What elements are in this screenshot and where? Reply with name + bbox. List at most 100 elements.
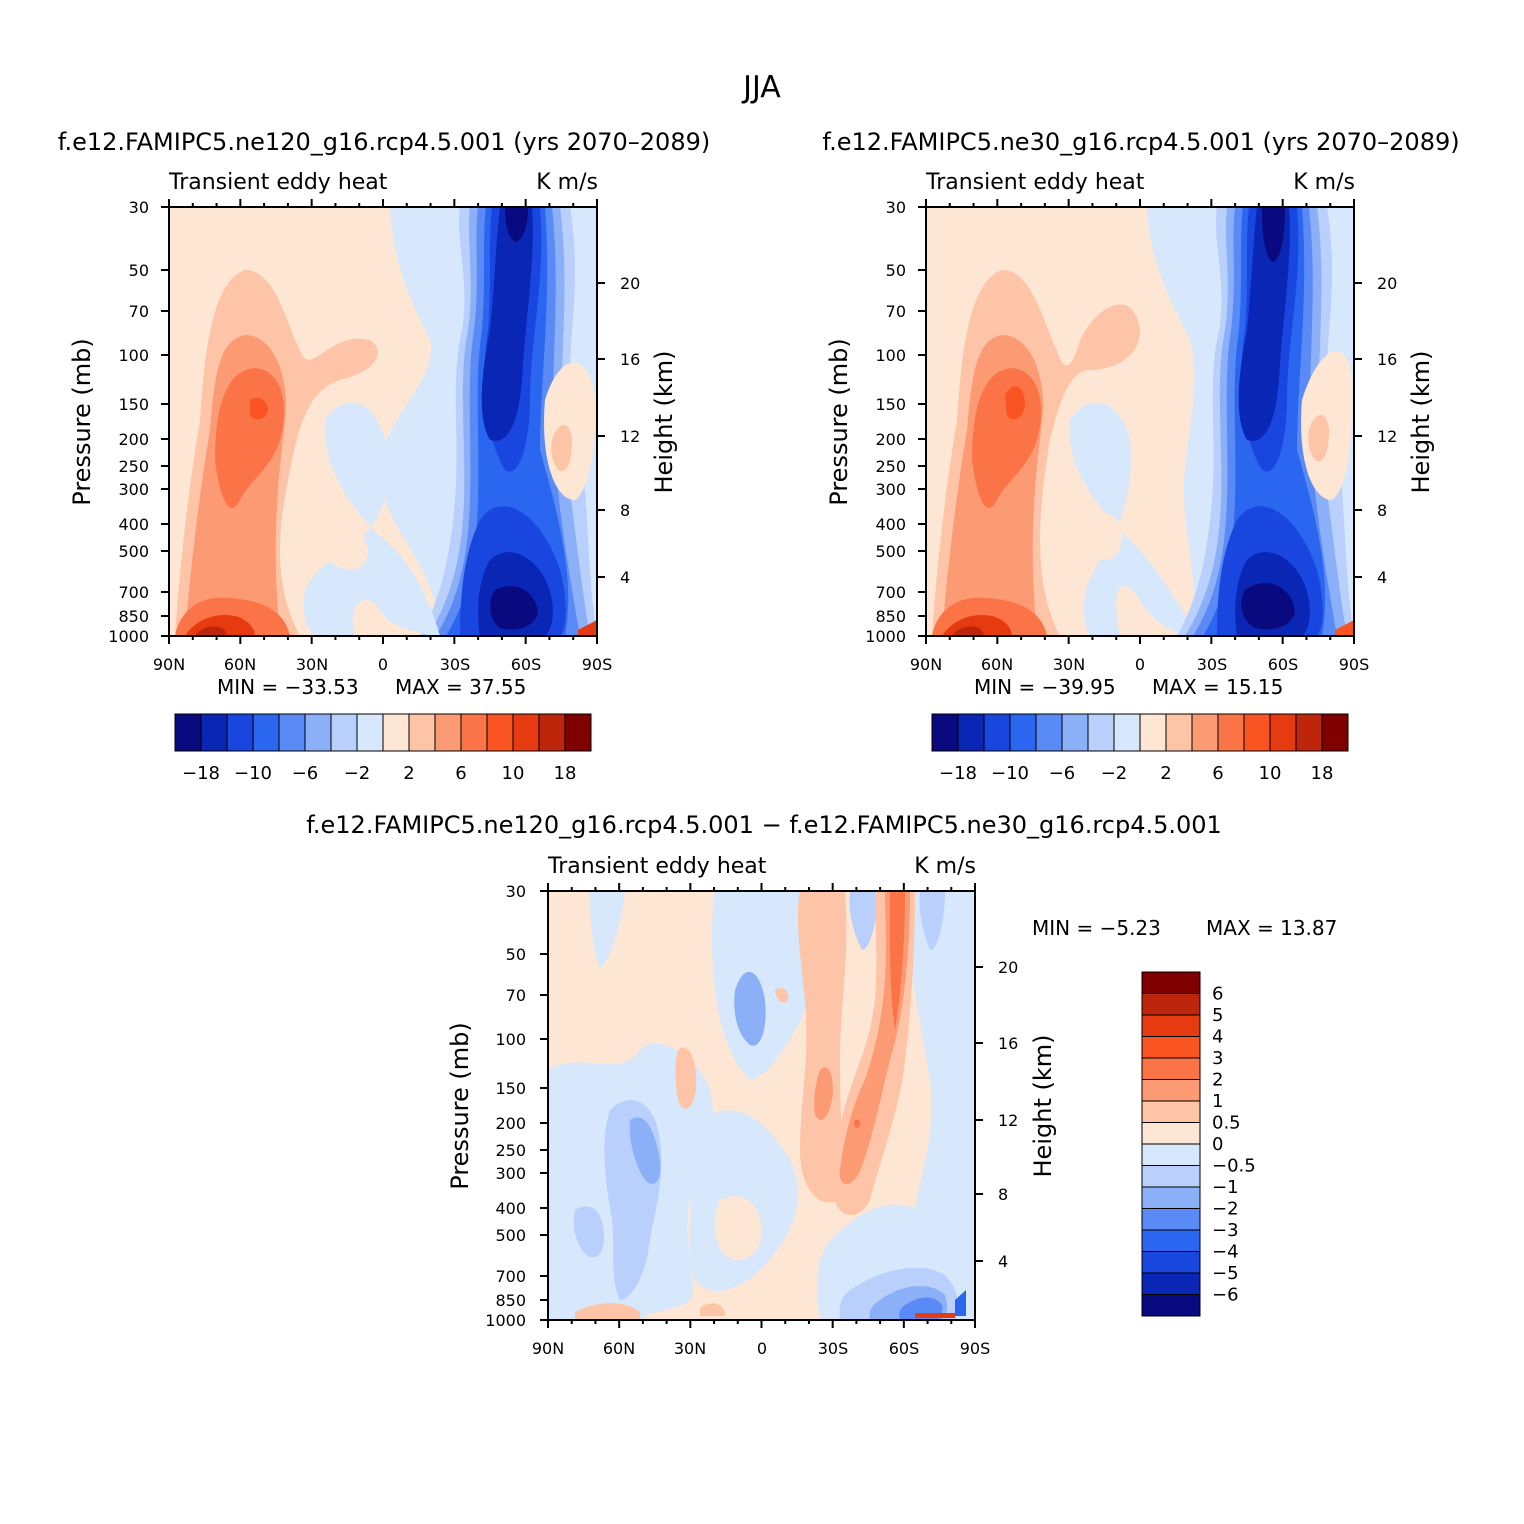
colorbar-swatch — [957, 713, 985, 752]
x-tick-label: 0 — [1135, 655, 1145, 674]
colorbar-label: 1 — [1212, 1091, 1223, 1112]
colorbar: −18 −10 −6 −2 2 6 10 18 — [174, 713, 592, 784]
x-tick-label: 60N — [981, 655, 1013, 674]
y-tick-label: 400 — [875, 515, 906, 534]
y-tick-label: 50 — [886, 261, 906, 280]
y-tick-label: 700 — [875, 583, 906, 602]
colorbar-swatch — [1321, 713, 1349, 752]
panel-left-label: Transient eddy heat — [547, 854, 767, 879]
colorbar-swatch — [1295, 713, 1323, 752]
y2-tick-label: 4 — [998, 1252, 1008, 1271]
colorbar-swatch — [1141, 1079, 1201, 1102]
y-tick-label: 400 — [495, 1199, 526, 1218]
colorbar-swatch — [564, 713, 592, 752]
colorbar-swatch — [1165, 713, 1193, 752]
y-tick-label: 300 — [118, 480, 149, 499]
axis-ticks — [540, 883, 983, 1328]
y-tick-label: 850 — [875, 607, 906, 626]
max-label: MAX = 15.15 — [1152, 675, 1283, 699]
panel-difference: f.e12.FAMIPC5.ne120_g16.rcp4.5.001 − f.e… — [306, 811, 1337, 1358]
x-tick-label: 60N — [603, 1339, 635, 1358]
colorbar-label: 10 — [502, 763, 525, 784]
y-tick-label: 1000 — [865, 627, 906, 646]
y2-axis-title: Height (km) — [1029, 1035, 1057, 1178]
y-tick-label: 300 — [875, 480, 906, 499]
y2-tick-label: 20 — [998, 958, 1018, 977]
colorbar-label: −2 — [1212, 1199, 1239, 1220]
y2-tick-label: 20 — [620, 274, 640, 293]
panel-ne30: f.e12.FAMIPC5.ne30_g16.rcp4.5.001 (yrs 2… — [822, 128, 1459, 784]
y-tick-label: 50 — [129, 261, 149, 280]
colorbar-swatch — [1217, 713, 1245, 752]
colorbar-label: 6 — [1212, 984, 1223, 1005]
colorbar-label: 6 — [455, 763, 466, 784]
panel-title: f.e12.FAMIPC5.ne30_g16.rcp4.5.001 (yrs 2… — [822, 128, 1459, 156]
colorbar-label: 10 — [1259, 763, 1282, 784]
colorbar-swatch — [1269, 713, 1297, 752]
y-tick-label: 70 — [129, 302, 149, 321]
colorbar-swatch — [226, 713, 254, 752]
colorbar-swatch — [1009, 713, 1037, 752]
y-tick-label: 500 — [875, 542, 906, 561]
x-tick-label: 30S — [818, 1339, 849, 1358]
colorbar-label: −10 — [234, 763, 272, 784]
y-tick-label: 150 — [495, 1079, 526, 1098]
y-axis-title: Pressure (mb) — [825, 338, 853, 505]
x-tick-label: 60S — [889, 1339, 920, 1358]
panel-title: f.e12.FAMIPC5.ne120_g16.rcp4.5.001 − f.e… — [306, 811, 1222, 839]
y-axis-title: Pressure (mb) — [446, 1022, 474, 1189]
colorbar-swatch — [983, 713, 1011, 752]
y-axis-labels: 30 50 70 100 150 200 250 300 400 500 700… — [485, 882, 526, 1330]
y2-tick-label: 4 — [620, 568, 630, 587]
y-tick-label: 1000 — [108, 627, 149, 646]
x-tick-label: 90N — [910, 655, 942, 674]
colorbar-label: 0.5 — [1212, 1113, 1241, 1134]
y-tick-label: 250 — [495, 1141, 526, 1160]
colorbar-swatch — [408, 713, 436, 752]
axis-ticks — [918, 199, 1362, 644]
colorbar-label: 5 — [1212, 1005, 1223, 1026]
colorbar-swatch — [278, 713, 306, 752]
x-tick-label: 30S — [440, 655, 471, 674]
y2-tick-label: 8 — [1377, 501, 1387, 520]
colorbar-label: −2 — [1101, 763, 1128, 784]
colorbar-swatch — [1191, 713, 1219, 752]
x-tick-label: 0 — [378, 655, 388, 674]
y-tick-label: 150 — [118, 395, 149, 414]
colorbar-label: 2 — [1212, 1070, 1223, 1091]
y2-tick-label: 12 — [620, 427, 640, 446]
y-tick-label: 30 — [886, 198, 906, 217]
colorbar-swatch — [1243, 713, 1271, 752]
panel-left-label: Transient eddy heat — [925, 170, 1145, 195]
colorbar-swatch — [1141, 1208, 1201, 1231]
colorbar-swatch — [1141, 1100, 1201, 1123]
y2-axis-labels: 20 16 12 8 4 — [620, 274, 640, 587]
colorbar-label: 2 — [403, 763, 414, 784]
x-axis-labels: 90N 60N 30N 0 30S 60S 90S — [910, 655, 1369, 674]
colorbar-swatch — [486, 713, 514, 752]
y2-tick-label: 12 — [1377, 427, 1397, 446]
colorbar-swatch — [1141, 1251, 1201, 1274]
y-tick-label: 700 — [118, 583, 149, 602]
colorbar-swatch — [1141, 1165, 1201, 1188]
colorbar-label: −6 — [1212, 1285, 1239, 1306]
y-tick-label: 100 — [495, 1030, 526, 1049]
x-tick-label: 90N — [153, 655, 185, 674]
panel-title: f.e12.FAMIPC5.ne120_g16.rcp4.5.001 (yrs … — [58, 128, 710, 156]
colorbar-swatch — [1141, 1186, 1201, 1209]
figure-title: JJA — [741, 70, 781, 105]
y-tick-label: 700 — [495, 1267, 526, 1286]
y2-tick-label: 16 — [1377, 350, 1397, 369]
y2-tick-label: 16 — [998, 1034, 1018, 1053]
colorbar-label: −18 — [182, 763, 220, 784]
panel-units: K m/s — [536, 170, 598, 195]
colorbar-swatch — [1141, 971, 1201, 994]
colorbar-swatch — [434, 713, 462, 752]
colorbar-label: −1 — [1212, 1177, 1239, 1198]
colorbar-label: −6 — [292, 763, 319, 784]
panel-units: K m/s — [914, 854, 976, 879]
max-label: MAX = 37.55 — [395, 675, 526, 699]
colorbar-label: −3 — [1212, 1220, 1239, 1241]
x-tick-label: 90S — [582, 655, 613, 674]
x-axis-labels: 90N 60N 30N 0 30S 60S 90S — [532, 1339, 990, 1358]
